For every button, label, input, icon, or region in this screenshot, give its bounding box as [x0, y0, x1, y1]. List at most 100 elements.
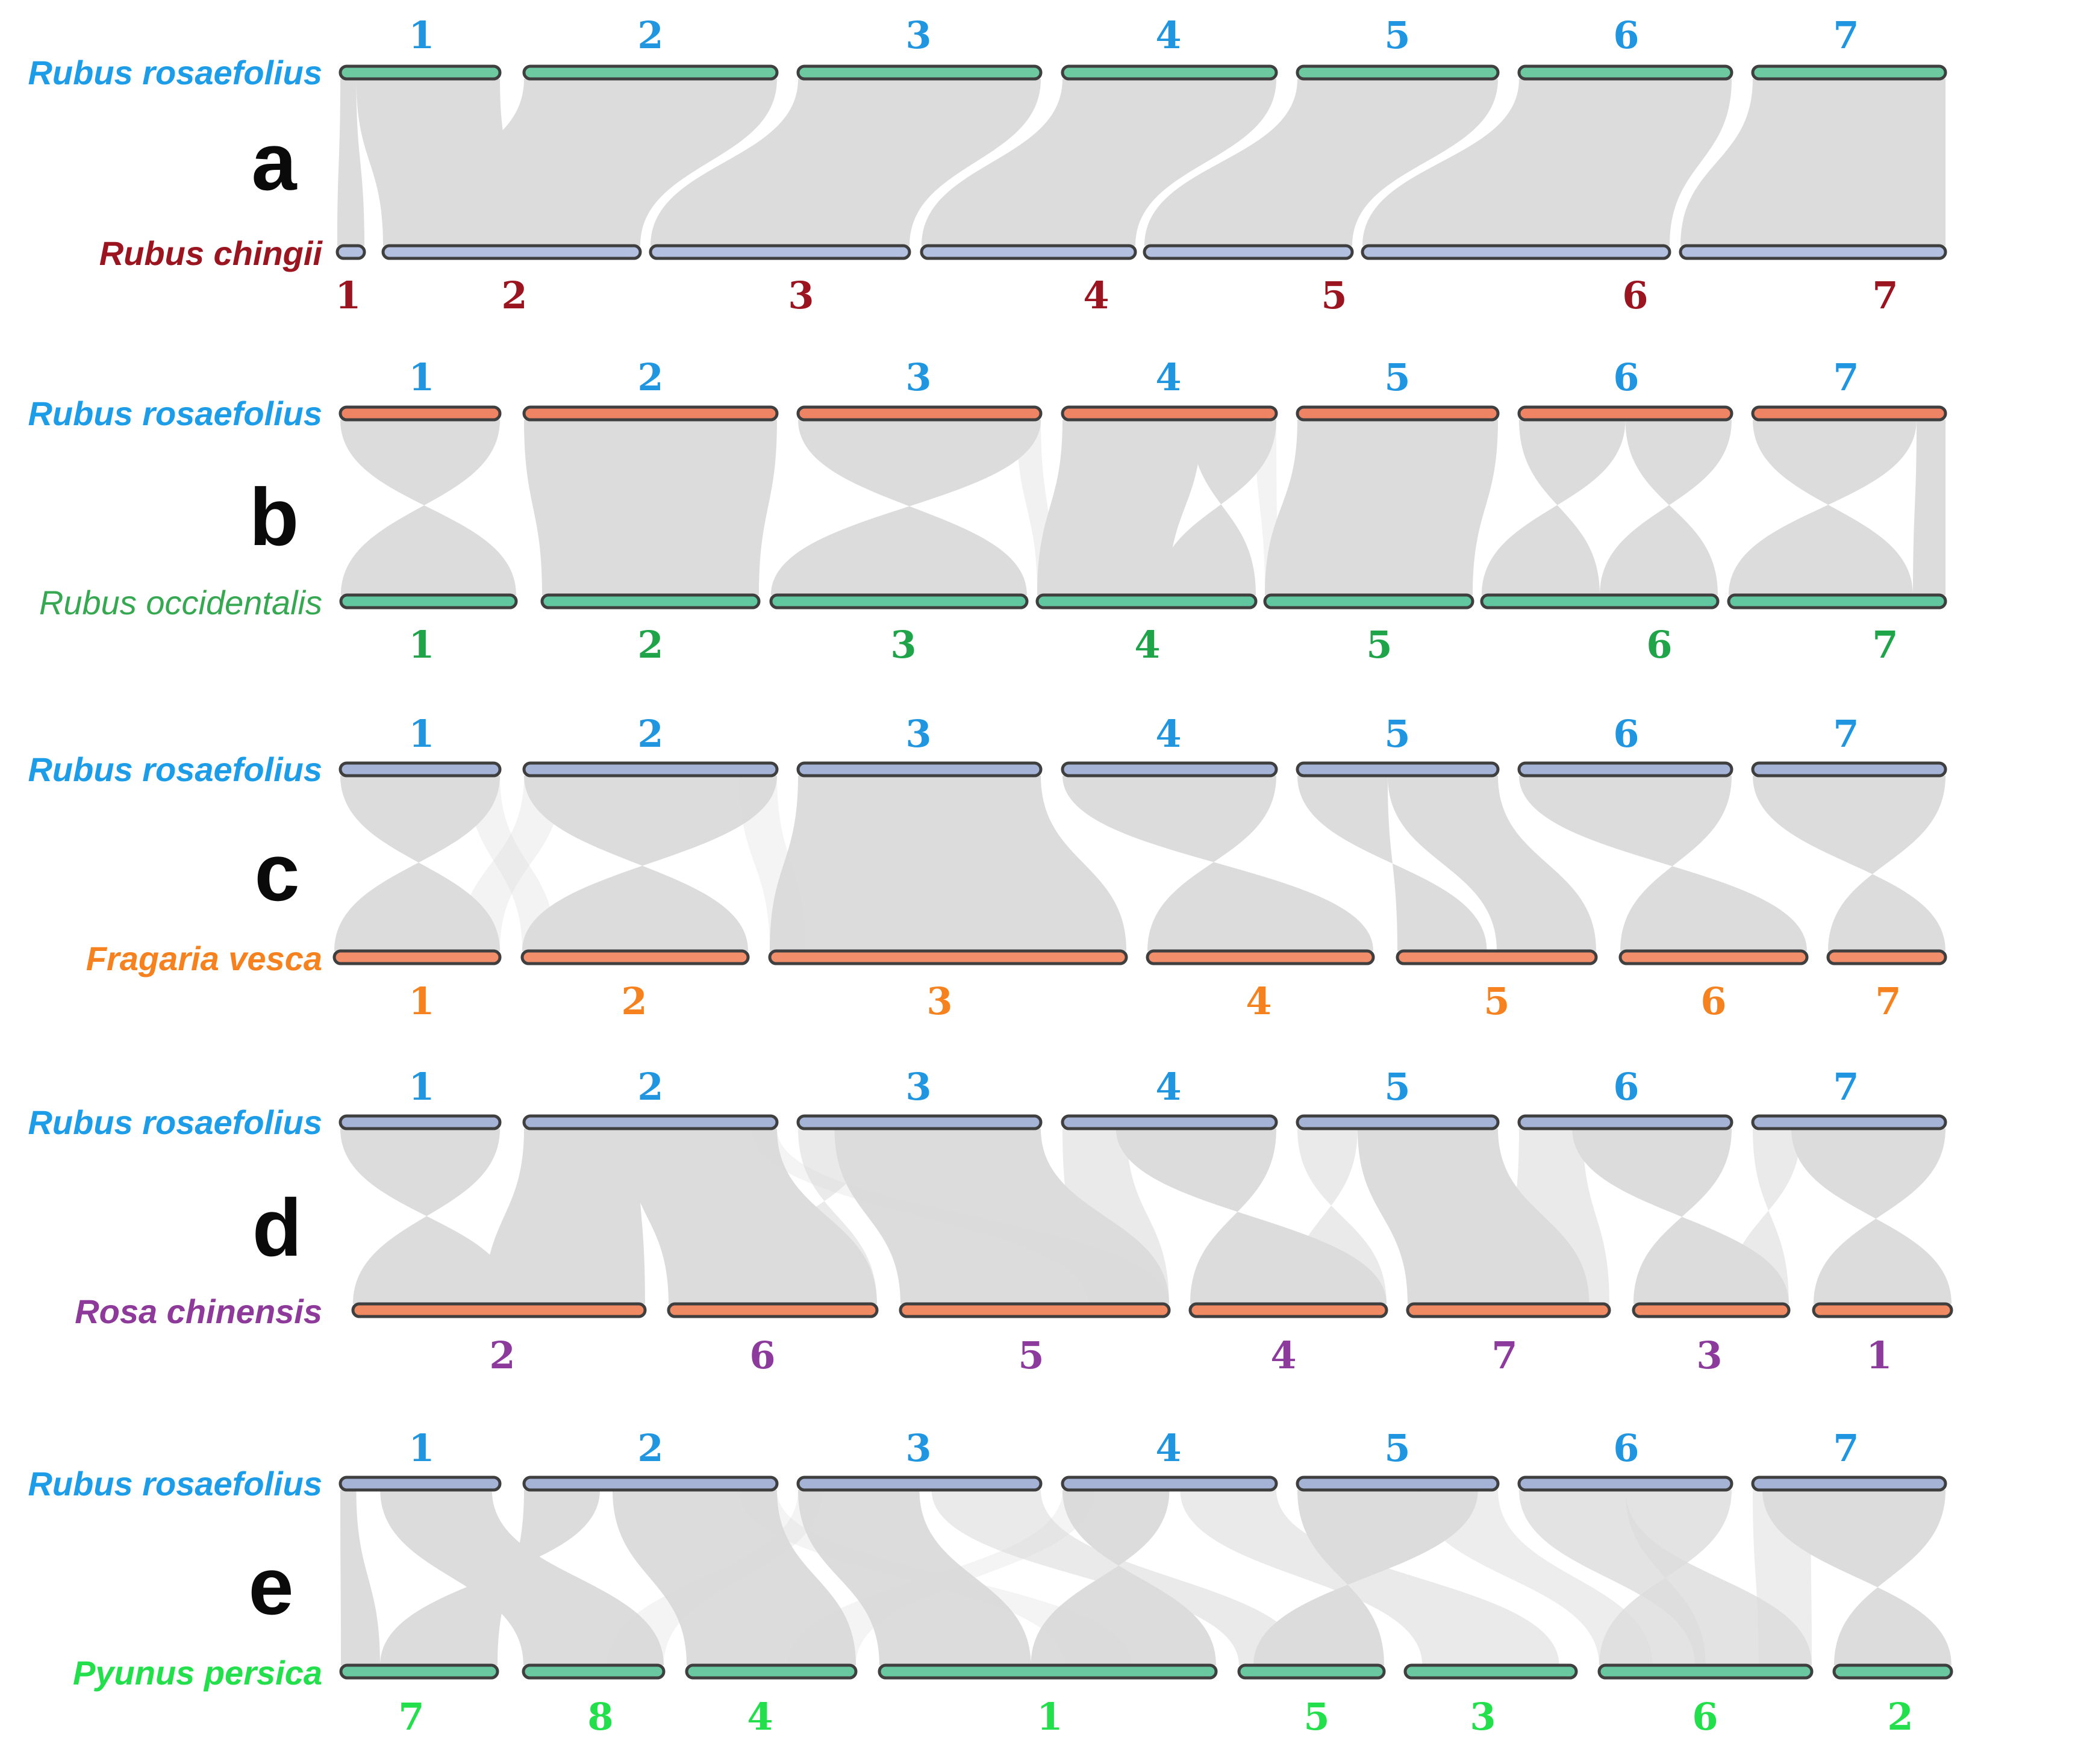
chromosome-number-top-5: 5: [1384, 1426, 1410, 1470]
panel-letter-c: c: [254, 827, 299, 918]
chromosome-bar-top-4: [1061, 761, 1278, 778]
synteny-ribbon: [1680, 79, 1945, 246]
chromosome-bar-bottom-7: [1679, 244, 1947, 260]
chromosome-number-bottom-4: 4: [1134, 623, 1160, 667]
chromosome-bar-bottom-2: [1832, 1663, 1953, 1680]
chromosome-number-bottom-5: 5: [1321, 273, 1347, 317]
chromosome-bar-bottom-5: [899, 1302, 1171, 1318]
synteny-ribbon: [1180, 1490, 1559, 1665]
species-label-top: Rubus rosaefolius: [28, 394, 322, 432]
chromosome-bar-bottom-3: [1403, 1663, 1578, 1680]
synteny-ribbon: [1417, 1490, 1653, 1665]
synteny-ribbon: [337, 79, 364, 246]
chromosome-number-top-5: 5: [1384, 355, 1410, 399]
synteny-ribbon: [739, 776, 806, 951]
chromosome-number-bottom-8: 8: [587, 1695, 613, 1739]
synteny-ribbon: [398, 79, 777, 246]
chromosome-number-bottom-2: 2: [501, 273, 527, 317]
synteny-ribbon: [1253, 1490, 1478, 1665]
chromosome-number-bottom-4: 4: [1083, 273, 1109, 317]
chromosome-bar-bottom-1: [339, 593, 518, 609]
synteny-ribbon: [607, 1490, 823, 1665]
synteny-ribbon: [1599, 1490, 1732, 1665]
synteny-ribbon: [1062, 1129, 1169, 1304]
chromosome-number-bottom-6: 6: [1700, 979, 1726, 1023]
chromosome-number-bottom-1: 1: [408, 623, 434, 667]
synteny-ribbon: [340, 420, 516, 595]
chromosome-number-top-6: 6: [1613, 13, 1639, 57]
species-label-bottom: Rubus occidentalis: [39, 584, 322, 622]
chromosome-number-top-3: 3: [905, 1426, 931, 1470]
chromosome-number-bottom-7: 7: [398, 1695, 424, 1739]
chromosome-bar-top-2: [522, 1114, 779, 1130]
synteny-ribbon: [798, 1490, 1031, 1665]
chromosome-number-bottom-5: 5: [1303, 1695, 1329, 1739]
chromosome-number-top-4: 4: [1155, 1065, 1181, 1109]
chromosome-number-bottom-2: 2: [489, 1333, 515, 1377]
chromosome-number-bottom-3: 3: [926, 979, 952, 1023]
chromosome-number-top-6: 6: [1613, 1426, 1639, 1470]
synteny-ribbon: [1157, 420, 1276, 595]
chromosome-number-top-2: 2: [637, 355, 663, 399]
chromosome-number-bottom-7: 7: [1491, 1333, 1517, 1377]
synteny-ribbon: [771, 420, 1041, 595]
panel-letter-d: d: [252, 1182, 302, 1273]
chromosome-number-bottom-3: 3: [1470, 1695, 1496, 1739]
chromosome-bar-top-4: [1061, 1476, 1278, 1492]
chromosome-bar-top-3: [796, 405, 1043, 422]
chromosome-number-bottom-2: 2: [621, 979, 647, 1023]
synteny-ribbon: [1255, 420, 1278, 595]
chromosome-bar-top-1: [339, 405, 502, 422]
panel-e: 1 2 3 4 5 6 7 Rubus rosaefolius 7 8 4 1 5 3 6 2 Pyunus p…: [28, 1426, 1953, 1739]
species-label-top: Rubus rosaefolius: [28, 1465, 322, 1503]
chromosome-bar-bottom-6: [667, 1302, 879, 1318]
chromosome-number-top-6: 6: [1613, 355, 1639, 399]
species-label-bottom: Fragaria vesca: [86, 940, 322, 977]
chromosome-bar-top-7: [1751, 1476, 1947, 1492]
chromosome-bar-top-6: [1517, 761, 1733, 778]
panel-a: 1 2 3 4 5 6 7 Rubus rosaefolius 1 2 3 4 5 6 7 Rubus chi…: [28, 13, 1947, 317]
chromosome-bar-top-1: [339, 761, 502, 778]
chromosome-number-top-7: 7: [1833, 13, 1859, 57]
chromosome-number-top-6: 6: [1613, 712, 1639, 756]
chromosome-number-bottom-6: 6: [1622, 273, 1648, 317]
chromosome-bar-bottom-5: [1396, 949, 1598, 965]
chromosome-number-top-5: 5: [1384, 1065, 1410, 1109]
chromosome-bar-top-5: [1296, 1476, 1500, 1492]
synteny-ribbon: [1519, 776, 1807, 951]
chromosome-bar-top-5: [1296, 405, 1500, 422]
chromosome-number-top-1: 1: [408, 13, 434, 57]
chromosome-number-bottom-2: 2: [637, 623, 663, 667]
species-label-top: Rubus rosaefolius: [28, 1103, 322, 1141]
chromosome-bar-top-1: [339, 64, 502, 81]
chromosome-number-top-7: 7: [1833, 712, 1859, 756]
species-label-bottom: Rubus chingii: [99, 234, 323, 272]
synteny-ribbon: [1387, 776, 1596, 951]
species-label-bottom: Rosa chinensis: [75, 1292, 322, 1330]
synteny-ribbon: [1362, 79, 1732, 246]
chromosome-bar-top-7: [1751, 761, 1947, 778]
chromosome-number-bottom-5: 5: [1484, 979, 1509, 1023]
synteny-ribbon: [458, 776, 562, 951]
chromosome-bar-top-2: [522, 64, 779, 81]
chromosome-number-top-4: 4: [1155, 355, 1181, 399]
chromosome-bar-bottom-2: [351, 1302, 647, 1318]
synteny-ribbon: [334, 776, 500, 951]
chromosome-bar-bottom-4: [685, 1663, 858, 1680]
chromosome-bar-bottom-5: [1263, 593, 1474, 609]
synteny-ribbon: [340, 1490, 380, 1665]
synteny-ribbon: [788, 1490, 1095, 1665]
chromosome-bar-top-7: [1751, 405, 1947, 422]
chromosome-bar-top-1: [339, 1476, 502, 1492]
chromosome-bar-top-2: [522, 405, 779, 422]
synteny-ribbon: [922, 79, 1276, 246]
chromosome-number-top-5: 5: [1384, 712, 1410, 756]
chromosome-number-bottom-2: 2: [1887, 1695, 1913, 1739]
chromosome-number-top-3: 3: [905, 1065, 931, 1109]
synteny-ribbon: [522, 776, 777, 951]
synteny-ribbon: [1288, 1129, 1387, 1304]
chromosome-number-top-1: 1: [408, 355, 434, 399]
panel-letter-e: e: [248, 1541, 293, 1632]
